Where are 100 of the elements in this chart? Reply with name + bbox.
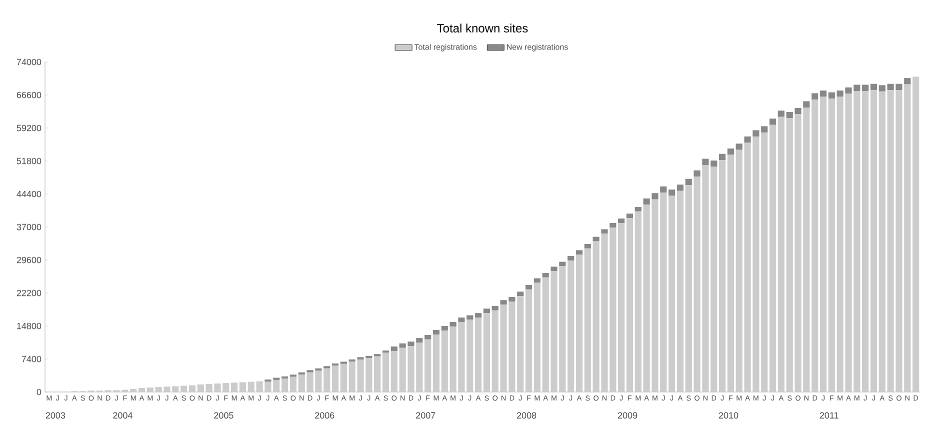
bar [290,376,296,392]
text: 2011 [820,412,838,419]
y-tick-label: 22200 [16,290,42,296]
y-tick-label: 44400 [16,190,42,198]
bar [812,99,818,392]
y-tick-label: 37000 [16,224,42,230]
bar [820,96,827,392]
legend-label: New registrations [507,44,568,52]
y-tick-label: 29600 [16,256,42,264]
bar [475,318,482,392]
bar [550,266,558,272]
bar [820,90,827,97]
bar [676,184,684,191]
bar [584,244,591,248]
text: 2006 [315,412,334,419]
y-tick-label: 14800 [17,322,42,330]
bar [432,334,440,392]
bar [668,196,676,392]
text: 2009 [618,412,638,419]
bar [769,124,776,392]
bar [340,364,347,392]
bar [324,368,330,392]
bar [517,292,524,296]
bar [130,388,137,392]
bar [441,330,448,392]
bar [828,98,835,392]
bar [870,90,878,392]
bar [525,284,532,290]
bar [812,93,818,100]
bar [912,76,920,392]
bar [676,190,684,392]
bar [424,339,432,392]
bar [475,313,482,318]
bar [660,186,667,193]
bar [601,229,608,234]
bar [803,101,810,108]
bar [685,178,692,186]
bar [878,85,886,92]
bar [568,256,574,260]
bar [634,211,642,392]
bar [534,282,540,392]
bar [727,154,734,392]
bar [180,386,188,392]
bar [390,346,398,351]
text: 2004 [113,412,132,419]
bar [626,214,634,218]
bar [592,236,600,242]
text: 2008 [517,412,536,419]
y-tick-label: 0 [36,388,42,396]
bar [239,382,246,392]
bar [668,190,676,196]
bar [694,170,700,177]
bar [862,84,869,91]
bar [231,382,238,392]
bar [718,154,726,160]
bar [450,322,456,326]
bar [752,130,760,136]
bar [778,110,784,117]
bar [828,92,835,99]
text: 2003 [46,412,66,419]
bar [736,144,742,150]
y-tick-label: 59200 [16,124,42,132]
bar [761,126,768,132]
bar [718,160,726,392]
bar [146,388,154,392]
bar [483,313,490,392]
bar [424,334,432,340]
bar [483,308,490,314]
bar [634,206,642,212]
bar [878,91,886,392]
bar [610,222,616,228]
bar [390,350,398,392]
bar [685,185,692,392]
text: 2010 [718,412,738,419]
bar [584,248,591,392]
y-tick-label: 51800 [16,158,42,164]
legend-label: Total registrations [414,44,477,52]
bar [769,118,776,125]
bar [727,148,734,155]
bar [626,218,634,392]
bar [432,330,440,334]
bar [332,366,339,392]
bar [576,250,583,255]
bar [138,388,146,392]
bar [197,384,204,392]
y-tick-label: 7400 [22,356,42,362]
bar [778,116,784,392]
bar [870,84,878,90]
bar [744,136,751,143]
bar [374,356,381,392]
bar [618,218,625,223]
bar [761,132,768,392]
y-tick-label: 66600 [16,92,42,98]
bar [862,90,869,392]
chart-title: Total known sites [437,24,528,33]
bar [281,378,288,392]
bar [382,352,390,392]
y-tick-label: 74000 [16,58,42,66]
bar [542,272,549,278]
bar [492,306,498,310]
